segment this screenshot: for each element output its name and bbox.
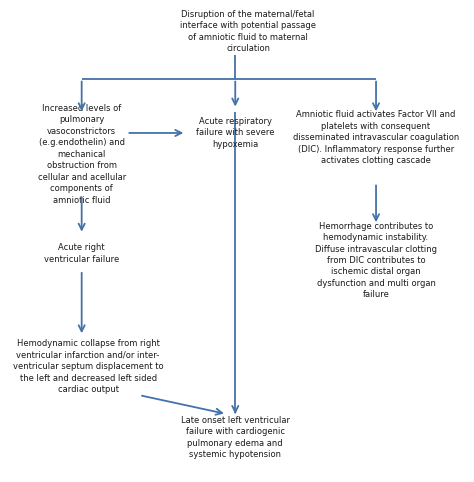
- Text: Late onset left ventricular
failure with cardiogenic
pulmonary edema and
systemi: Late onset left ventricular failure with…: [181, 416, 290, 459]
- Text: Acute right
ventricular failure: Acute right ventricular failure: [44, 243, 119, 264]
- Text: Hemorrhage contributes to
hemodynamic instability.
Diffuse intravascular clottin: Hemorrhage contributes to hemodynamic in…: [315, 222, 437, 299]
- Text: Hemodynamic collapse from right
ventricular infarction and/or inter-
ventricular: Hemodynamic collapse from right ventricu…: [13, 339, 164, 394]
- Text: Acute respiratory
failure with severe
hypoxemia: Acute respiratory failure with severe hy…: [196, 117, 274, 149]
- Text: Amniotic fluid activates Factor VII and
platelets with consequent
disseminated i: Amniotic fluid activates Factor VII and …: [293, 110, 459, 165]
- Text: Increased levels of
pulmonary
vasoconstrictors
(e.g.endothelin) and
mechanical
o: Increased levels of pulmonary vasoconstr…: [37, 104, 126, 204]
- Text: Disruption of the maternal/fetal
interface with potential passage
of amniotic fl: Disruption of the maternal/fetal interfa…: [180, 10, 316, 53]
